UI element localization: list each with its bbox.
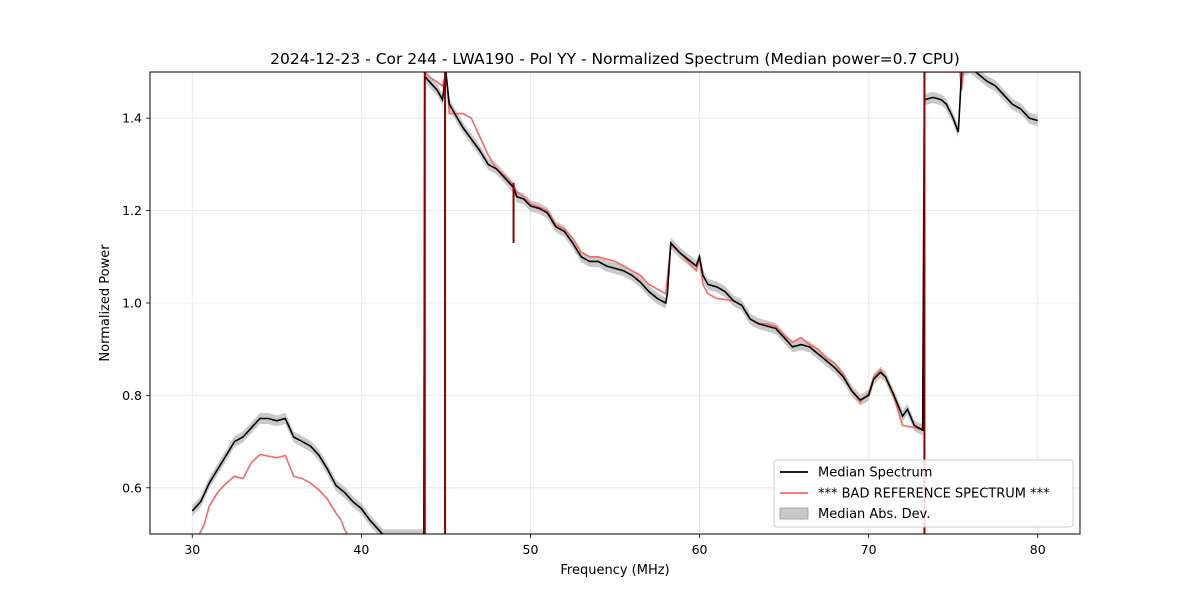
legend-mad-swatch	[779, 507, 809, 520]
x-tick-label: 80	[1030, 542, 1046, 557]
legend-median-label: Median Spectrum	[818, 466, 932, 481]
y-tick-label: 1.2	[122, 203, 142, 218]
x-tick-label: 50	[523, 542, 539, 557]
y-tick-label: 1.4	[122, 111, 142, 126]
legend: Median Spectrum *** BAD REFERENCE SPECTR…	[773, 459, 1074, 528]
median-spectrum-line	[191, 72, 1038, 534]
x-axis-label: Frequency (MHz)	[560, 563, 669, 578]
y-tick-label: 0.6	[122, 480, 142, 495]
x-tick-label: 30	[184, 542, 200, 557]
legend-bad-reference-label: *** BAD REFERENCE SPECTRUM ***	[818, 487, 1050, 502]
bad-reference-spectrum-line	[198, 72, 965, 534]
y-axis-label: Normalized Power	[98, 244, 113, 362]
x-tick-label: 60	[692, 542, 708, 557]
y-tick-label: 0.8	[122, 388, 142, 403]
chart-title: 2024-12-23 - Cor 244 - LWA190 - Pol YY -…	[270, 50, 960, 68]
rfi-spikes	[423, 72, 926, 534]
y-tick-label: 1.0	[122, 296, 142, 311]
y-axis-ticks: 0.6 0.8 1.0 1.2 1.4	[122, 111, 150, 495]
x-tick-label: 40	[353, 542, 369, 557]
legend-box	[773, 459, 1074, 528]
x-tick-label: 70	[861, 542, 877, 557]
legend-mad-label: Median Abs. Dev.	[818, 507, 930, 522]
x-axis-ticks: 30 40 50 60 70 80	[184, 534, 1046, 557]
